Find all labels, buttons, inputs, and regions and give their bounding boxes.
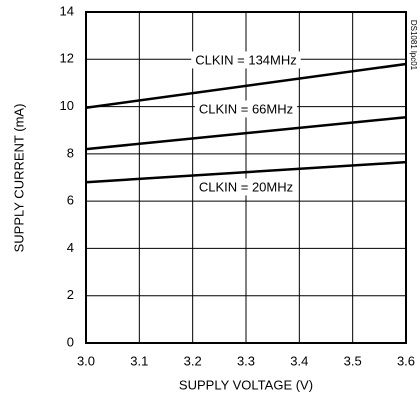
y-axis-label: SUPPLY CURRENT (mA) [11, 104, 26, 253]
y-tick-label: 4 [67, 240, 74, 255]
y-tick-label: 6 [67, 193, 74, 208]
label-background [194, 178, 298, 196]
label-background [191, 51, 301, 69]
x-tick-label: 3.4 [290, 353, 308, 368]
x-tick-label: 3.5 [344, 353, 362, 368]
series-label: CLKIN = 20MHz [199, 179, 293, 194]
y-tick-label: 12 [60, 51, 74, 66]
series-label: CLKIN = 134MHz [195, 52, 297, 67]
y-tick-label: 10 [60, 98, 74, 113]
y-tick-label: 8 [67, 145, 74, 160]
x-tick-label: 3.6 [397, 353, 415, 368]
x-axis-label: SUPPLY VOLTAGE (V) [179, 377, 313, 392]
label-background [194, 100, 298, 118]
series-line [85, 160, 407, 184]
series-line [85, 62, 407, 109]
plot-border [85, 11, 407, 344]
series-label: CLKIN = 66MHz [199, 101, 293, 116]
y-tick-label: 0 [67, 334, 74, 349]
x-tick-label: 3.3 [237, 353, 255, 368]
series-line [85, 115, 407, 151]
x-tick-label: 3.0 [77, 353, 95, 368]
x-tick-label: 3.2 [184, 353, 202, 368]
figure-note: DS1081 lpc01 [409, 20, 418, 71]
y-tick-label: 2 [67, 287, 74, 302]
y-tick-label: 14 [60, 3, 74, 18]
x-tick-label: 3.1 [130, 353, 148, 368]
